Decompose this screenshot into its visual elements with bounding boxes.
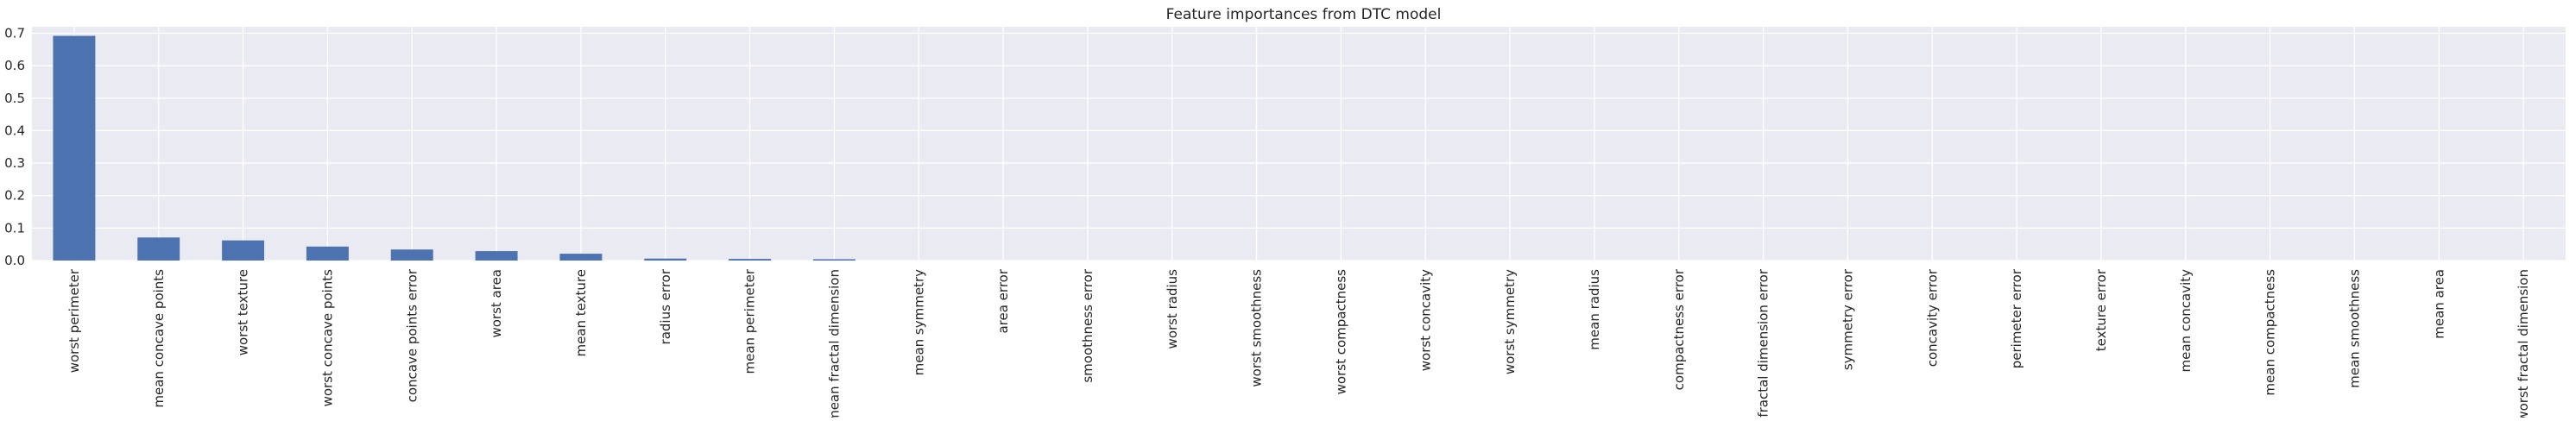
x-tick-label: worst area <box>489 269 504 338</box>
y-tick-label: 0.2 <box>4 188 25 204</box>
y-tick-label: 0.4 <box>4 123 25 138</box>
y-tick-label: 0.6 <box>4 58 25 73</box>
bar <box>644 258 687 261</box>
x-tick-label: worst radius <box>1165 269 1180 349</box>
bar <box>559 254 603 261</box>
bar <box>812 259 856 261</box>
x-tick-label: mean perimeter <box>742 268 758 374</box>
x-tick-label: mean concave points <box>151 269 167 408</box>
x-tick-label: concave points error <box>404 268 420 402</box>
x-tick-label: mean fractal dimension <box>826 269 842 418</box>
x-tick-label: mean concavity <box>2178 269 2194 373</box>
x-tick-label: symmetry error <box>1840 268 1855 370</box>
bar <box>475 251 518 261</box>
x-tick-label: area error <box>995 268 1011 333</box>
x-tick-label: perimeter error <box>2009 268 2024 368</box>
x-tick-label: mean compactness <box>2263 269 2278 396</box>
bar <box>729 259 772 261</box>
bar <box>390 249 433 261</box>
y-tick-label: 0.0 <box>4 253 25 268</box>
bar <box>137 237 180 261</box>
x-tick-label: worst concavity <box>1417 269 1433 371</box>
chart-title: Feature importances from DTC model <box>1166 6 1442 23</box>
y-tick-label: 0.3 <box>4 155 25 171</box>
x-tick-label: worst perimeter <box>66 268 82 373</box>
y-tick-label: 0.7 <box>4 26 25 41</box>
x-tick-label: worst symmetry <box>1502 269 1518 374</box>
x-tick-label: worst concave points <box>319 269 335 407</box>
x-tick-label: mean radius <box>1587 269 1602 350</box>
x-tick-label: mean smoothness <box>2346 269 2362 388</box>
x-tick-label: concavity error <box>1924 268 1940 367</box>
x-tick-label: smoothness error <box>1080 268 1095 382</box>
x-tick-label: mean area <box>2431 269 2447 339</box>
x-tick-label: mean symmetry <box>911 269 926 375</box>
x-tick-label: mean texture <box>573 269 589 356</box>
y-tick-label: 0.5 <box>4 91 25 106</box>
x-tick-label: radius error <box>658 268 673 344</box>
x-tick-label: worst compactness <box>1333 269 1348 395</box>
x-tick-label: worst fractal dimension <box>2516 269 2531 418</box>
x-tick-label: worst texture <box>236 269 251 355</box>
bar <box>53 35 96 261</box>
x-tick-label: compactness error <box>1671 268 1687 390</box>
bar <box>306 246 349 261</box>
bar <box>222 240 265 261</box>
y-tick-label: 0.1 <box>4 220 25 236</box>
x-tick-label: worst smoothness <box>1249 269 1265 387</box>
x-tick-label: fractal dimension error <box>1756 268 1771 418</box>
x-tick-label: texture error <box>2093 268 2109 351</box>
